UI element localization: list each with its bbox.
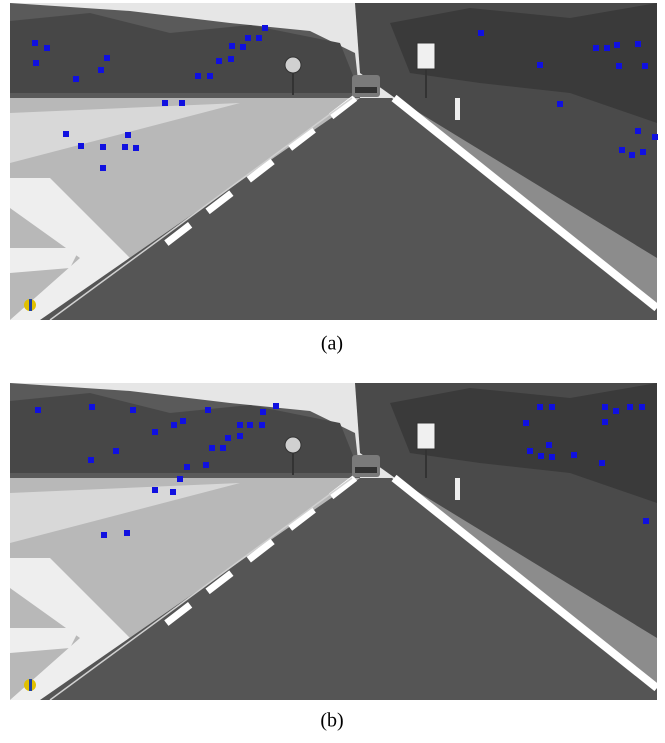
feature-point — [546, 442, 552, 448]
feature-point — [627, 404, 633, 410]
feature-point — [44, 45, 50, 51]
feature-point — [245, 35, 251, 41]
feature-point — [125, 132, 131, 138]
feature-point — [629, 152, 635, 158]
feature-point — [122, 144, 128, 150]
feature-point — [614, 42, 620, 48]
feature-point — [229, 43, 235, 49]
feature-point — [225, 435, 231, 441]
feature-point — [89, 404, 95, 410]
feature-point — [240, 44, 246, 50]
feature-point — [130, 407, 136, 413]
feature-point — [256, 35, 262, 41]
feature-point — [100, 144, 106, 150]
feature-point — [184, 464, 190, 470]
feature-point — [613, 408, 619, 414]
feature-point — [78, 143, 84, 149]
feature-point — [635, 41, 641, 47]
feature-point — [152, 487, 158, 493]
feature-point — [205, 407, 211, 413]
caption: (a) — [321, 333, 343, 355]
feature-point — [100, 165, 106, 171]
figure: (a) (b) — [0, 0, 665, 743]
feature-point — [180, 418, 186, 424]
feature-point — [593, 45, 599, 51]
feature-point — [523, 420, 529, 426]
feature-point — [209, 445, 215, 451]
feature-point — [216, 58, 222, 64]
feature-point — [98, 67, 104, 73]
feature-point — [260, 409, 266, 415]
feature-point — [88, 457, 94, 463]
feature-point — [32, 40, 38, 46]
feature-point — [602, 404, 608, 410]
feature-point — [220, 445, 226, 451]
feature-point — [652, 134, 658, 140]
page: (a) (b) (() => { const data = JSON.parse… — [0, 0, 665, 743]
feature-point — [237, 422, 243, 428]
feature-point — [549, 404, 555, 410]
feature-point — [259, 422, 265, 428]
caption: (b) — [320, 710, 343, 732]
feature-point — [247, 422, 253, 428]
feature-point — [602, 419, 608, 425]
feature-point — [124, 530, 130, 536]
feature-point — [537, 404, 543, 410]
feature-point — [195, 73, 201, 79]
feature-point — [538, 453, 544, 459]
feature-point — [642, 63, 648, 69]
feature-point — [599, 460, 605, 466]
feature-point — [171, 422, 177, 428]
feature-point — [228, 56, 234, 62]
feature-point — [619, 147, 625, 153]
feature-point — [33, 60, 39, 66]
feature-point — [203, 462, 209, 468]
feature-point — [571, 452, 577, 458]
image-b — [10, 383, 657, 700]
feature-point — [73, 76, 79, 82]
feature-point — [604, 45, 610, 51]
feature-point — [549, 454, 555, 460]
feature-point — [152, 429, 158, 435]
feature-point — [527, 448, 533, 454]
feature-point — [273, 403, 279, 409]
feature-point — [104, 55, 110, 61]
feature-point — [537, 62, 543, 68]
feature-point — [557, 101, 563, 107]
feature-point — [237, 433, 243, 439]
feature-point — [478, 30, 484, 36]
feature-point — [113, 448, 119, 454]
feature-point — [643, 518, 649, 524]
feature-point — [616, 63, 622, 69]
feature-point — [133, 145, 139, 151]
feature-point — [63, 131, 69, 137]
feature-point — [207, 73, 213, 79]
feature-point — [177, 476, 183, 482]
feature-point — [262, 25, 268, 31]
feature-point — [35, 407, 41, 413]
feature-point — [162, 100, 168, 106]
feature-point — [101, 532, 107, 538]
feature-point — [179, 100, 185, 106]
feature-point — [170, 489, 176, 495]
feature-point — [639, 404, 645, 410]
image-a — [10, 3, 657, 320]
feature-point — [640, 149, 646, 155]
feature-point — [635, 128, 641, 134]
